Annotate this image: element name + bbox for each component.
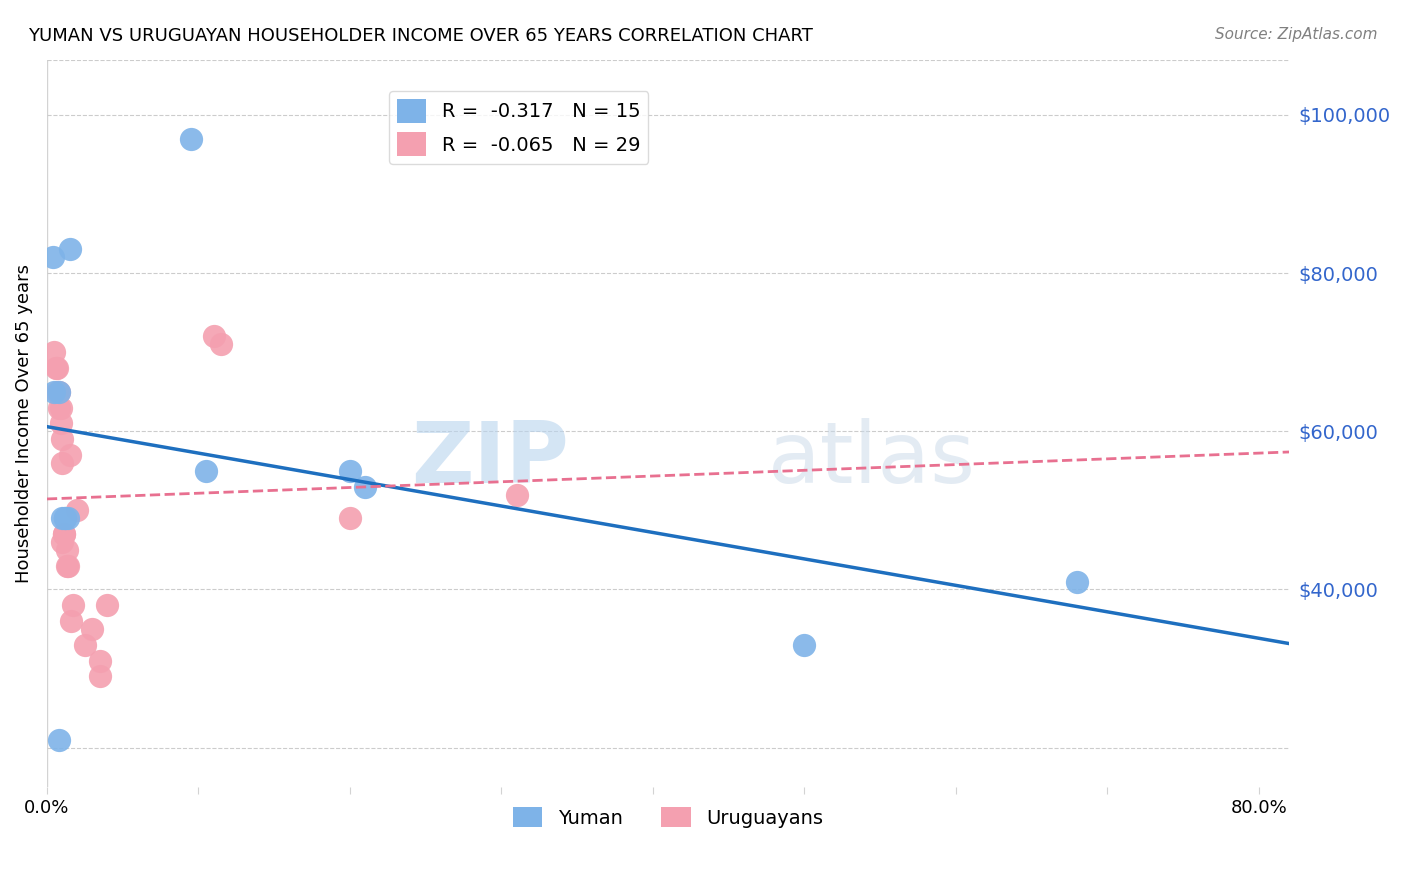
Point [46,361,69,376]
Point [48,732,70,747]
Point [89,669,111,683]
Legend: Yuman, Uruguayans: Yuman, Uruguayans [505,799,831,836]
Point [62,599,84,613]
Point [56,558,79,573]
Text: Source: ZipAtlas.com: Source: ZipAtlas.com [1215,27,1378,42]
Point [209,337,232,351]
Point [59,448,82,462]
Point [53,511,76,525]
Text: ZIP: ZIP [411,418,568,501]
Point [354,480,377,494]
Point [45,361,67,376]
Point [339,464,361,478]
Point [60,614,83,628]
Point [51,432,73,446]
Point [51,535,73,549]
Point [49,417,72,431]
Point [1066,574,1088,589]
Point [339,511,361,525]
Point [51,511,73,525]
Text: atlas: atlas [768,418,976,501]
Point [793,638,815,652]
Point [180,131,202,145]
Point [42,250,65,264]
Point [46,384,69,399]
Point [56,511,79,525]
Point [89,654,111,668]
Point [55,543,77,558]
Point [48,384,70,399]
Point [66,503,89,517]
Point [48,384,70,399]
Point [44,345,66,359]
Point [48,401,70,415]
Point [44,384,66,399]
Text: YUMAN VS URUGUAYAN HOUSEHOLDER INCOME OVER 65 YEARS CORRELATION CHART: YUMAN VS URUGUAYAN HOUSEHOLDER INCOME OV… [28,27,813,45]
Point [53,511,76,525]
Point [202,329,225,343]
Point [52,527,75,541]
Point [52,527,75,541]
Point [505,487,527,501]
Y-axis label: Householder Income Over 65 years: Householder Income Over 65 years [15,264,32,582]
Point [73,638,96,652]
Point [49,401,72,415]
Point [82,622,104,636]
Point [96,599,118,613]
Point [51,456,73,470]
Point [194,464,217,478]
Point [55,558,77,573]
Point [59,243,82,257]
